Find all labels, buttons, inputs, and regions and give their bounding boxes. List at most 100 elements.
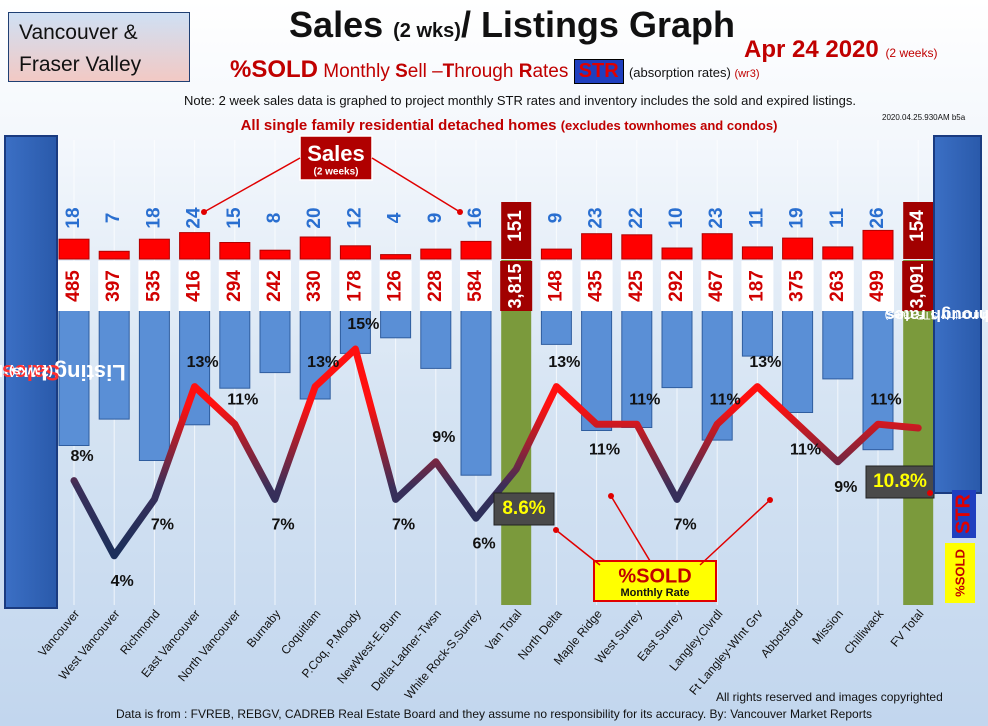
str-label: 13% bbox=[749, 354, 781, 371]
str-badge: STR bbox=[573, 59, 624, 84]
sales-bar bbox=[701, 233, 733, 260]
sales-label: 7 bbox=[103, 213, 124, 224]
callout-arrow bbox=[699, 499, 771, 566]
sales-label: 11 bbox=[746, 208, 767, 229]
sales-bar bbox=[98, 250, 130, 260]
sales-bar bbox=[621, 234, 653, 260]
subtitle-s: S bbox=[395, 61, 408, 82]
sales-label: 16 bbox=[465, 207, 486, 228]
callout-arrow-head bbox=[201, 209, 207, 215]
str-label: 7% bbox=[271, 517, 294, 534]
str-label: 11% bbox=[870, 391, 901, 408]
inventory-bar bbox=[58, 299, 90, 446]
sales-bar bbox=[259, 249, 291, 260]
total-column bbox=[903, 260, 934, 605]
right-axis-banner: Sell-through rates (projected monthly ST… bbox=[884, 135, 988, 494]
category-label: Van Total bbox=[482, 607, 524, 653]
total-columns bbox=[501, 260, 934, 605]
inventory-label-box bbox=[339, 261, 372, 311]
detached-heading: All single family residential detached h… bbox=[0, 117, 988, 134]
inventory-label: 3,091 bbox=[907, 263, 927, 308]
sales-bar bbox=[380, 254, 412, 260]
inventory-label-box bbox=[259, 261, 291, 311]
str-label: 11% bbox=[629, 391, 660, 408]
sales-bar bbox=[219, 242, 251, 260]
sales-label: 9 bbox=[545, 213, 566, 224]
sales-callout-box bbox=[299, 135, 373, 181]
inventory-label-box bbox=[620, 261, 653, 311]
sales-bar bbox=[540, 248, 572, 260]
inventory-label-box bbox=[419, 261, 452, 311]
sales-label: 23 bbox=[586, 207, 607, 228]
inventory-label: 228 bbox=[425, 270, 446, 302]
inventory-label-box bbox=[661, 261, 693, 311]
inventory-label-box bbox=[218, 261, 251, 311]
sales-label: 22 bbox=[626, 207, 647, 228]
category-label: Delta-Ladner-Twsn bbox=[368, 607, 444, 694]
inventory-label-box bbox=[299, 261, 332, 311]
subtitle-ates: ates bbox=[532, 61, 569, 82]
str-label: 11% bbox=[790, 441, 821, 458]
str-label: 11% bbox=[589, 441, 620, 458]
str-total-label: 8.6% bbox=[502, 498, 545, 519]
category-label: Abbotsford bbox=[758, 607, 806, 660]
sales-bar bbox=[782, 237, 814, 260]
pct-sold-text: %SOLD bbox=[230, 56, 319, 83]
inventory-label: 425 bbox=[626, 270, 647, 302]
inventory-bar bbox=[782, 299, 814, 413]
str-total-box bbox=[865, 465, 935, 499]
inventory-label: 148 bbox=[545, 270, 566, 302]
note-text: Note: 2 week sales data is graphed to pr… bbox=[183, 93, 857, 108]
inventory-bar bbox=[138, 299, 170, 461]
str-label: 13% bbox=[548, 354, 580, 371]
sales-label: 9 bbox=[425, 213, 446, 224]
sales-bar bbox=[179, 232, 211, 260]
category-label: Ft Langley-Wlnt Grv bbox=[686, 607, 765, 698]
str-label: 9% bbox=[834, 479, 857, 496]
date-note: (2 weeks) bbox=[885, 46, 938, 60]
sales-label: 15 bbox=[224, 207, 245, 229]
inventory-label: 3,815 bbox=[505, 263, 525, 308]
sales-bar bbox=[581, 233, 613, 260]
str-label: 7% bbox=[673, 517, 696, 534]
inventory-label-box bbox=[741, 261, 774, 311]
inventory-label-box bbox=[862, 261, 894, 311]
right-axis-b: (projected monthly STR rates) bbox=[884, 308, 988, 321]
inventory-label-box bbox=[98, 261, 131, 311]
region-line2: Fraser Valley bbox=[19, 52, 142, 76]
inventory-bar bbox=[621, 299, 653, 428]
callout-arrow bbox=[610, 495, 651, 562]
callout-arrow bbox=[555, 529, 601, 566]
inventory-label-box bbox=[580, 261, 613, 311]
sales-label: 24 bbox=[184, 207, 205, 229]
date-text: Apr 24 2020 bbox=[744, 36, 879, 63]
sales-label: 11 bbox=[827, 208, 848, 229]
str-label: 9% bbox=[432, 429, 455, 446]
str-label: 15% bbox=[347, 316, 379, 333]
sales-bar bbox=[822, 246, 854, 260]
callout-arrow-head bbox=[457, 209, 463, 215]
callout-arrow-head bbox=[553, 527, 559, 533]
inventory-label: 435 bbox=[586, 270, 607, 302]
page-title: Sales (2 wks)/ Listings Graph bbox=[0, 4, 988, 46]
inventory-label: 294 bbox=[224, 270, 245, 302]
subtitle-r: R bbox=[518, 61, 533, 82]
inventory-bar bbox=[581, 299, 613, 431]
str-label: 11% bbox=[227, 391, 258, 408]
total-column bbox=[501, 260, 532, 605]
category-label: White Rock-S.Surrey bbox=[402, 607, 485, 702]
sales-labels: 18 7 18 24 15 8 20 12 4 9 16 151 9 23 22 10 23 11 19 11 26 15… bbox=[63, 207, 928, 242]
inventory-label-box bbox=[701, 261, 734, 311]
sales-label: 18 bbox=[143, 207, 164, 228]
inventory-label: 375 bbox=[787, 270, 808, 302]
inventory-bar bbox=[420, 299, 452, 369]
str-total-box bbox=[493, 492, 555, 526]
sales-bar bbox=[299, 236, 331, 260]
absorption-note: (absorption rates) (wr3) bbox=[629, 65, 760, 80]
region-box: Vancouver & Fraser Valley bbox=[8, 12, 190, 82]
sales-label: 20 bbox=[304, 207, 325, 228]
sales-bar bbox=[661, 247, 693, 260]
callout-arrow bbox=[371, 157, 461, 213]
